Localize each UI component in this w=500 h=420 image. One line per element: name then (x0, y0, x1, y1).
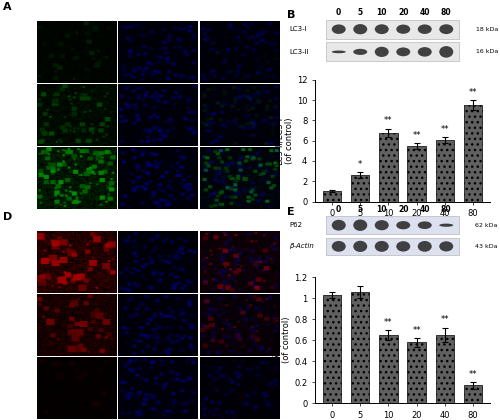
Ellipse shape (354, 49, 367, 55)
Ellipse shape (418, 47, 432, 57)
Ellipse shape (375, 241, 388, 252)
Text: 40: 40 (420, 205, 430, 215)
Bar (436, 335, 454, 403)
Text: Merge: Merge (230, 7, 249, 12)
Text: 5: 5 (358, 8, 363, 17)
Text: 5 μg/mL: 5 μg/mL (12, 105, 16, 126)
Text: C: C (271, 67, 280, 77)
Ellipse shape (332, 241, 345, 252)
Text: 20: 20 (398, 8, 408, 17)
Ellipse shape (418, 221, 432, 229)
Bar (351, 175, 370, 202)
Bar (323, 295, 342, 403)
Text: 0: 0 (336, 8, 342, 17)
Ellipse shape (440, 46, 453, 58)
Bar (436, 140, 454, 202)
Text: 10: 10 (376, 205, 387, 215)
Text: D: D (3, 212, 12, 222)
Text: **: ** (468, 88, 477, 97)
Ellipse shape (354, 220, 367, 231)
Bar (323, 192, 342, 202)
Text: P62: P62 (290, 222, 302, 228)
Ellipse shape (440, 24, 453, 34)
Text: 43 kDa: 43 kDa (476, 244, 498, 249)
Bar (408, 146, 426, 202)
Text: **: ** (412, 326, 421, 335)
Ellipse shape (332, 50, 345, 53)
Bar (326, 238, 459, 255)
Text: LC3-II: LC3-II (290, 49, 309, 55)
Ellipse shape (354, 241, 367, 252)
Text: P62: P62 (72, 217, 83, 222)
Text: β-Actin: β-Actin (290, 243, 314, 249)
Ellipse shape (396, 221, 410, 229)
Text: 16 kDa: 16 kDa (476, 50, 498, 54)
Bar (326, 216, 459, 234)
Text: A: A (3, 2, 12, 12)
Ellipse shape (375, 47, 388, 57)
Text: Control: Control (12, 254, 16, 271)
Ellipse shape (332, 24, 345, 34)
Y-axis label: LC3-II/LC3-I
(of control): LC3-II/LC3-I (of control) (274, 117, 294, 165)
Text: **: ** (440, 125, 449, 134)
Text: F: F (271, 265, 279, 275)
Text: LC3-I: LC3-I (290, 26, 307, 32)
Text: E: E (287, 207, 295, 217)
Text: **: ** (384, 318, 392, 327)
Text: B: B (287, 10, 296, 20)
Text: Control: Control (12, 44, 16, 61)
Text: 10 μg/mL: 10 μg/mL (12, 167, 16, 190)
Ellipse shape (440, 241, 453, 252)
Ellipse shape (396, 47, 410, 56)
Text: 10 μg/mL: 10 μg/mL (12, 377, 16, 400)
Text: LC3: LC3 (71, 7, 83, 12)
Text: 10: 10 (376, 8, 387, 17)
Text: *: * (358, 160, 362, 169)
Y-axis label: P62/β-actin
(of control): P62/β-actin (of control) (272, 316, 291, 364)
Ellipse shape (396, 24, 410, 34)
Bar (326, 20, 459, 39)
Text: 0: 0 (336, 205, 342, 215)
Ellipse shape (354, 24, 367, 34)
Bar (380, 133, 398, 202)
Text: 80: 80 (441, 8, 452, 17)
X-axis label: Concentration (μg/mL): Concentration (μg/mL) (352, 221, 454, 230)
Bar (326, 42, 459, 61)
Text: **: ** (412, 131, 421, 140)
Bar (464, 105, 482, 202)
Ellipse shape (375, 220, 388, 230)
Bar (351, 292, 370, 403)
Text: 62 kDa: 62 kDa (476, 223, 498, 228)
Bar (408, 342, 426, 403)
Bar (464, 386, 482, 403)
Text: **: ** (468, 370, 477, 379)
Text: **: ** (440, 315, 449, 324)
Ellipse shape (440, 223, 453, 227)
Text: Hoechst: Hoechst (146, 217, 171, 222)
Ellipse shape (418, 24, 432, 34)
Text: 5: 5 (358, 205, 363, 215)
Text: Merge: Merge (230, 217, 249, 222)
Ellipse shape (332, 220, 345, 231)
Text: 40: 40 (420, 8, 430, 17)
Text: 80: 80 (441, 205, 452, 215)
Text: 5 μg/mL: 5 μg/mL (12, 315, 16, 336)
Text: 20: 20 (398, 205, 408, 215)
Text: 18 kDa: 18 kDa (476, 27, 498, 31)
Text: **: ** (384, 116, 392, 126)
Ellipse shape (396, 241, 410, 252)
Ellipse shape (375, 24, 388, 34)
Bar (380, 335, 398, 403)
Ellipse shape (418, 241, 432, 252)
Text: Hoechst: Hoechst (146, 7, 171, 12)
